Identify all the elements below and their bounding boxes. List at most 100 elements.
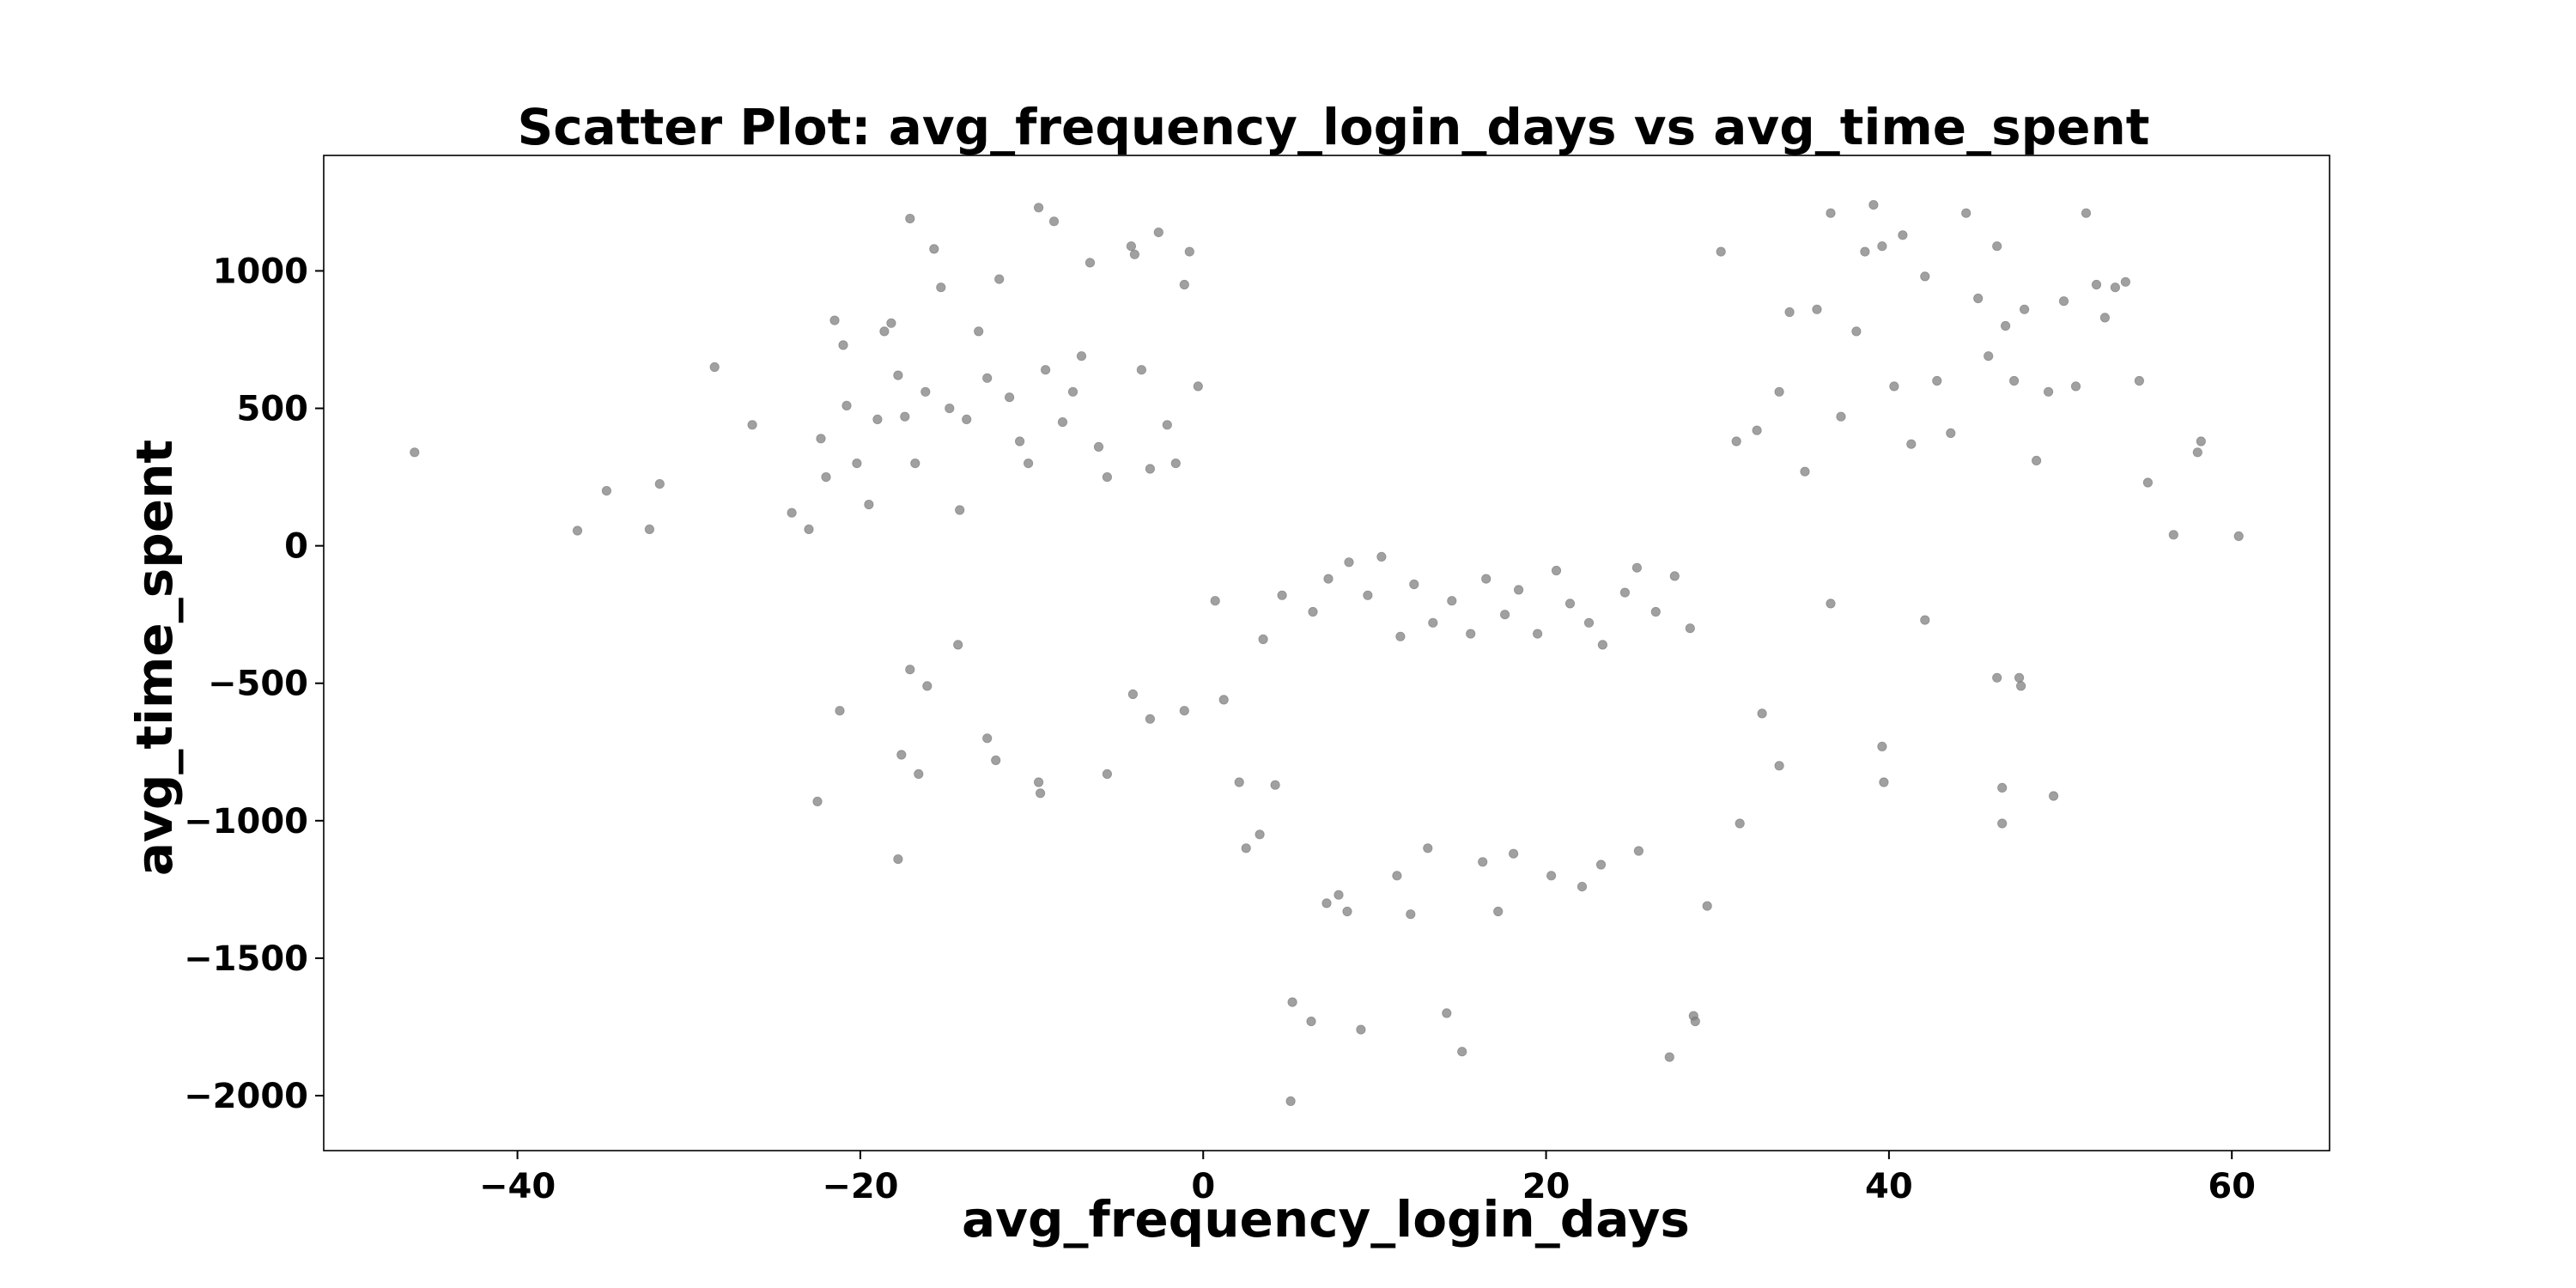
scatter-point bbox=[1500, 610, 1510, 620]
scatter-point bbox=[1826, 208, 1836, 218]
scatter-point bbox=[910, 458, 920, 469]
y-axis-label: avg_time_spent bbox=[125, 440, 184, 876]
scatter-point bbox=[886, 318, 896, 328]
scatter-point bbox=[1826, 598, 1836, 609]
scatter-point bbox=[1836, 411, 1846, 422]
scatter-point bbox=[1466, 629, 1476, 639]
scatter-point bbox=[1395, 631, 1406, 641]
scatter-point bbox=[864, 499, 874, 510]
scatter-point bbox=[1650, 606, 1661, 617]
scatter-point bbox=[1889, 381, 1899, 392]
scatter-point bbox=[914, 769, 924, 780]
x-axis: −40 −20 0 20 40 60 bbox=[479, 1151, 2256, 1206]
scatter-point bbox=[1946, 428, 1956, 438]
scatter-point bbox=[982, 733, 993, 744]
scatter-point bbox=[1478, 857, 1488, 867]
scatter-point bbox=[1685, 623, 1695, 634]
scatter-point bbox=[835, 706, 845, 716]
scatter-point bbox=[1129, 249, 1140, 259]
x-axis-label: avg_frequency_login_days bbox=[962, 1190, 1690, 1249]
scatter-point bbox=[1084, 258, 1096, 268]
scatter-point bbox=[1193, 381, 1203, 392]
scatter-point bbox=[1406, 909, 1416, 920]
x-tick-label: 60 bbox=[2208, 1167, 2256, 1206]
scatter-point bbox=[1241, 843, 1251, 854]
scatter-point bbox=[1752, 425, 1762, 435]
scatter-point bbox=[2009, 375, 2020, 386]
chart-title: Scatter Plot: avg_frequency_login_days v… bbox=[517, 98, 2149, 156]
scatter-point bbox=[2044, 386, 2054, 397]
scatter-point bbox=[1784, 307, 1795, 318]
scatter-point bbox=[929, 244, 939, 254]
scatter-point bbox=[410, 447, 420, 458]
y-tick-label: 1000 bbox=[213, 252, 308, 291]
scatter-point bbox=[1447, 596, 1457, 606]
scatter-point bbox=[1287, 997, 1297, 1007]
scatter-point bbox=[1285, 1096, 1296, 1107]
scatter-point bbox=[2070, 381, 2081, 392]
scatter-point bbox=[2049, 791, 2059, 801]
scatter-point bbox=[1067, 386, 1078, 397]
scatter-point bbox=[1258, 634, 1268, 645]
scatter-point bbox=[1076, 351, 1087, 361]
scatter-point bbox=[872, 414, 883, 424]
scatter-point bbox=[1860, 246, 1870, 257]
scatter-point bbox=[1716, 246, 1726, 257]
scatter-point bbox=[1423, 843, 1433, 854]
y-tick-label: −1500 bbox=[184, 939, 308, 979]
scatter-point bbox=[1868, 200, 1879, 210]
scatter-point bbox=[1812, 304, 1822, 314]
scatter-point bbox=[1774, 761, 1784, 771]
scatter-point bbox=[920, 386, 931, 397]
plot-frame bbox=[323, 155, 2330, 1151]
scatter-point bbox=[1619, 587, 1631, 598]
scatter-point bbox=[601, 485, 612, 496]
y-tick-label: 500 bbox=[237, 390, 309, 429]
y-tick-label: −1000 bbox=[184, 802, 308, 841]
x-tick-label: 0 bbox=[1191, 1167, 1215, 1206]
scatter-point bbox=[2120, 276, 2130, 287]
x-tick-label: 20 bbox=[1522, 1167, 1571, 1206]
scatter-point bbox=[1005, 392, 1015, 403]
scatter-point bbox=[841, 400, 852, 410]
scatter-point bbox=[654, 478, 665, 489]
scatter-point bbox=[1992, 672, 2002, 683]
scatter-point bbox=[1136, 365, 1147, 375]
scatter-point bbox=[1093, 441, 1104, 453]
scatter-point bbox=[1321, 898, 1332, 908]
scatter-point bbox=[1514, 585, 1524, 595]
scatter-point bbox=[1126, 241, 1137, 252]
scatter-point bbox=[812, 796, 823, 807]
scatter-point bbox=[1992, 241, 2002, 252]
scatter-point bbox=[1457, 1047, 1467, 1057]
scatter-point bbox=[1664, 1052, 1674, 1062]
scatter-point bbox=[2014, 672, 2025, 683]
scatter-point bbox=[1851, 326, 1862, 337]
scatter-point bbox=[787, 507, 797, 518]
scatter-point bbox=[1442, 1008, 1452, 1018]
scatter-point bbox=[1392, 871, 1402, 881]
scatter-point bbox=[804, 524, 814, 535]
x-tick-label: 40 bbox=[1865, 1167, 1913, 1206]
scatter-point bbox=[1170, 458, 1181, 469]
y-tick-label: −500 bbox=[208, 665, 308, 704]
scatter-point bbox=[1533, 629, 1543, 639]
scatter-point bbox=[1920, 271, 1930, 282]
scatter-point bbox=[829, 315, 840, 325]
scatter-point bbox=[1015, 436, 1025, 447]
scatter-point bbox=[1509, 848, 1519, 859]
scatter-point bbox=[1757, 708, 1767, 719]
scatter-point bbox=[955, 505, 965, 515]
scatter-point bbox=[922, 681, 933, 691]
scatter-point bbox=[994, 274, 1005, 284]
scatter-point bbox=[1179, 279, 1189, 290]
scatter-point bbox=[816, 434, 826, 444]
scatter-point bbox=[1564, 598, 1576, 609]
scatter-point bbox=[1048, 216, 1060, 227]
scatter-point bbox=[900, 411, 910, 422]
scatter-point bbox=[905, 214, 915, 224]
x-tick-label: −20 bbox=[822, 1167, 898, 1206]
scatter-point bbox=[1493, 906, 1504, 917]
